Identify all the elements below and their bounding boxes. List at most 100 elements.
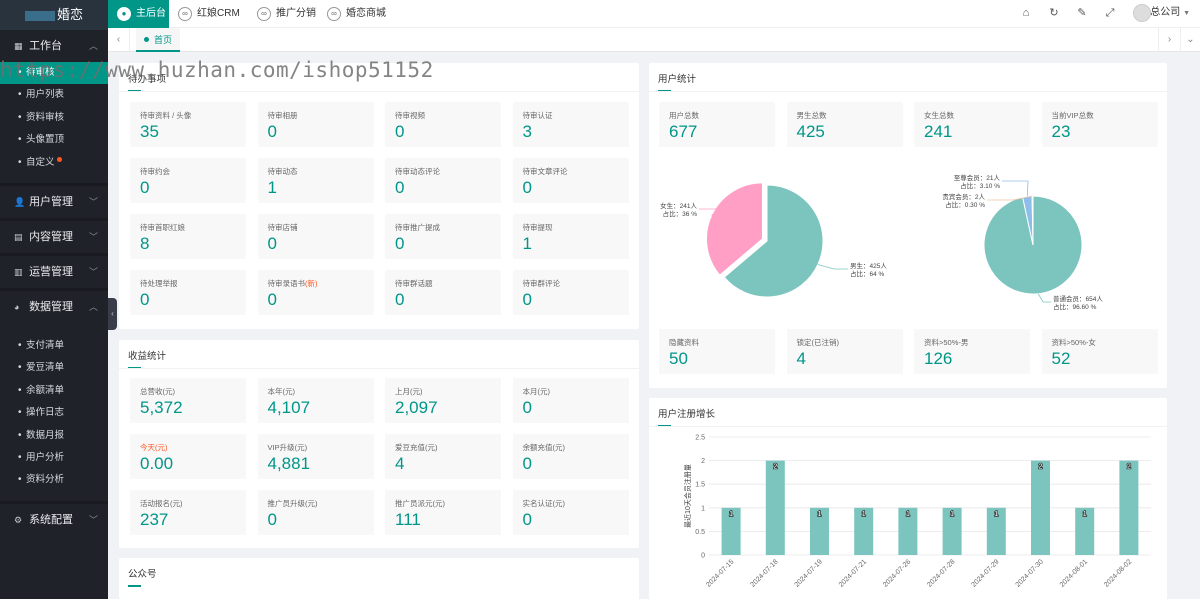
stat-tile[interactable]: 隐藏资料 50 — [659, 329, 775, 374]
avatar[interactable] — [1133, 4, 1151, 22]
bar[interactable] — [942, 507, 962, 555]
stat-tile[interactable]: 资料>50%-男 126 — [914, 329, 1030, 374]
income-title: 收益统计 — [128, 348, 166, 369]
sidebar-item-label: 待审核 — [26, 67, 55, 78]
pie-label-ratio: 占比：36 % — [663, 209, 698, 218]
stat-tile[interactable]: VIP升级(元) 4,881 — [257, 434, 374, 479]
stat-value: 0 — [267, 290, 277, 309]
theme-icon[interactable]: ✎ — [1077, 7, 1087, 19]
bar[interactable] — [721, 507, 741, 555]
stat-tile[interactable]: 女生总数 241 — [914, 102, 1030, 147]
stat-tile[interactable]: 待审视频 0 — [385, 102, 501, 147]
bar[interactable] — [810, 507, 829, 555]
stat-tile[interactable]: 待审相册 0 — [257, 102, 374, 147]
stat-label-text: 本月(元) — [522, 387, 551, 396]
stat-tile[interactable]: 待审首职红娘 8 — [130, 214, 246, 259]
nav-group-data: ◕ 数据管理 ︿ 支付清单 爱豆清单 余额清单 操作日志 数据月报 用户分析 资料… — [0, 291, 108, 492]
sidebar-item-user-list[interactable]: 用户列表 — [0, 84, 108, 107]
stat-tile[interactable]: 待审推广提成 0 — [385, 214, 501, 259]
refresh-icon[interactable]: ↻ — [1049, 7, 1059, 19]
pie-label-ratio: 占比：96.60 % — [1053, 302, 1097, 311]
stat-tile[interactable]: 余额充值(元) 0 — [512, 434, 629, 479]
bar[interactable] — [898, 507, 918, 555]
stat-tile[interactable]: 待审动态评论 0 — [385, 158, 501, 203]
stat-tile[interactable]: 待审录语书(新) 0 — [257, 270, 374, 315]
sidebar-item-monthly[interactable]: 数据月报 — [0, 425, 108, 448]
tabs-menu-icon[interactable]: ⌄ — [1180, 28, 1200, 52]
stat-tile[interactable]: 当前VIP总数 23 — [1041, 102, 1158, 147]
tab-crm[interactable]: ∞ 红娘CRM — [169, 0, 242, 28]
stat-tile[interactable]: 活动报名(元) 237 — [130, 490, 246, 535]
stat-tile[interactable]: 总营收(元) 5,372 — [130, 378, 246, 423]
stat-tile[interactable]: 用户总数 677 — [659, 102, 775, 147]
nav-system-config[interactable]: ⚙ 系统配置 ﹀ — [0, 504, 108, 536]
sidebar-item-custom[interactable]: 自定义 — [0, 152, 108, 174]
stat-tile[interactable]: 本年(元) 4,107 — [257, 378, 374, 423]
nav-content-mgmt[interactable]: ▤ 内容管理 ﹀ — [0, 221, 108, 253]
sidebar-item-pending[interactable]: 待审核 — [0, 62, 108, 85]
nav-data-mgmt[interactable]: ◕ 数据管理 ︿ — [0, 291, 108, 323]
x-tick-label: 2024-07-15 — [705, 558, 735, 588]
fullscreen-icon[interactable]: ⤢ — [1105, 7, 1115, 19]
stat-tile[interactable]: 待审店铺 0 — [257, 214, 374, 259]
bar[interactable] — [765, 460, 785, 555]
stat-tile[interactable]: 实名认证(元) 0 — [512, 490, 629, 535]
bar[interactable] — [854, 507, 874, 555]
stat-value: 677 — [669, 122, 698, 141]
stat-label-text: 爱豆充值(元) — [395, 443, 438, 452]
stat-tile[interactable]: 本月(元) 0 — [512, 378, 629, 423]
home-icon[interactable]: ⌂ — [1022, 7, 1030, 19]
stat-label-text: 待审首职红娘 — [140, 223, 185, 232]
sidebar-item-profile-analysis[interactable]: 资料分析 — [0, 469, 108, 492]
bar[interactable] — [1075, 507, 1095, 555]
tab-home[interactable]: 首页 — [136, 28, 181, 52]
bar-value-label: 2 — [773, 464, 777, 471]
tabs-scroll-left-icon[interactable]: ‹ — [108, 28, 130, 52]
stat-tile[interactable]: 待处理举报 0 — [130, 270, 246, 315]
nav-ops-mgmt[interactable]: ▥ 运营管理 ﹀ — [0, 256, 108, 288]
pie-label: 普通会员：654人 — [1053, 294, 1103, 303]
user-menu[interactable]: 总公司 ▼ — [1150, 0, 1190, 28]
sidebar-item-payments[interactable]: 支付清单 — [0, 335, 108, 358]
sidebar-item-avatar-top[interactable]: 头像置顶 — [0, 129, 108, 152]
stat-tile[interactable]: 待审动态 1 — [257, 158, 374, 203]
stat-tile[interactable]: 待审文章评论 0 — [512, 158, 629, 203]
stat-tile[interactable]: 待审提现 1 — [512, 214, 629, 259]
link-icon: ∞ — [178, 7, 192, 21]
stat-tile[interactable]: 待审认证 3 — [512, 102, 629, 147]
stat-tile[interactable]: 待审群话题 0 — [385, 270, 501, 315]
tabs-scroll-right-icon[interactable]: › — [1158, 28, 1180, 52]
bar[interactable] — [1119, 460, 1139, 555]
nav-workbench-label: 工作台 — [29, 40, 63, 52]
tab-mall[interactable]: ∞ 婚恋商城 — [318, 0, 394, 28]
pie-slice[interactable] — [723, 184, 824, 298]
stat-label: 本年(元) — [268, 386, 296, 397]
sidebar-item-beans[interactable]: 爱豆清单 — [0, 357, 108, 380]
tab-main-admin[interactable]: ● 主后台 — [108, 0, 169, 28]
sidebar-item-oplog[interactable]: 操作日志 — [0, 402, 108, 425]
sidebar-item-balance[interactable]: 余额清单 — [0, 380, 108, 403]
stat-tile[interactable]: 爱豆充值(元) 4 — [385, 434, 501, 479]
stat-tile[interactable]: 推广员升级(元) 0 — [257, 490, 374, 535]
logo[interactable]: 婚恋 — [0, 0, 108, 30]
stat-tile[interactable]: 男生总数 425 — [786, 102, 903, 147]
nav-group-workbench: ▦ 工作台 ︿ 待审核 用户列表 资料审核 头像置顶 自定义 — [0, 30, 108, 174]
stat-tile[interactable]: 推广员派元(元) 111 — [385, 490, 501, 535]
bar[interactable] — [986, 507, 1006, 555]
stat-tile[interactable]: 资料>50%-女 52 — [1041, 329, 1158, 374]
sidebar-collapse-toggle[interactable]: ‹ — [108, 298, 117, 330]
nav-workbench[interactable]: ▦ 工作台 ︿ — [0, 30, 108, 62]
stat-tile[interactable]: 待审资料 / 头像 35 — [130, 102, 246, 147]
nav-user-mgmt[interactable]: 👤 用户管理 ﹀ — [0, 186, 108, 218]
stat-tile[interactable]: 待审约会 0 — [130, 158, 246, 203]
sidebar-item-profile-review[interactable]: 资料审核 — [0, 107, 108, 130]
chevron-up-icon: ︿ — [88, 41, 98, 51]
stat-tile[interactable]: 今天(元) 0.00 — [130, 434, 246, 479]
stat-tile[interactable]: 上月(元) 2,097 — [385, 378, 501, 423]
bar[interactable] — [1031, 460, 1050, 555]
tab-promotion[interactable]: ∞ 推广分销 — [248, 0, 316, 28]
sidebar-item-user-analysis[interactable]: 用户分析 — [0, 447, 108, 470]
stat-tile[interactable]: 锁定(已注销) 4 — [786, 329, 903, 374]
stat-value: 0 — [522, 398, 532, 417]
stat-tile[interactable]: 待审群评论 0 — [512, 270, 629, 315]
